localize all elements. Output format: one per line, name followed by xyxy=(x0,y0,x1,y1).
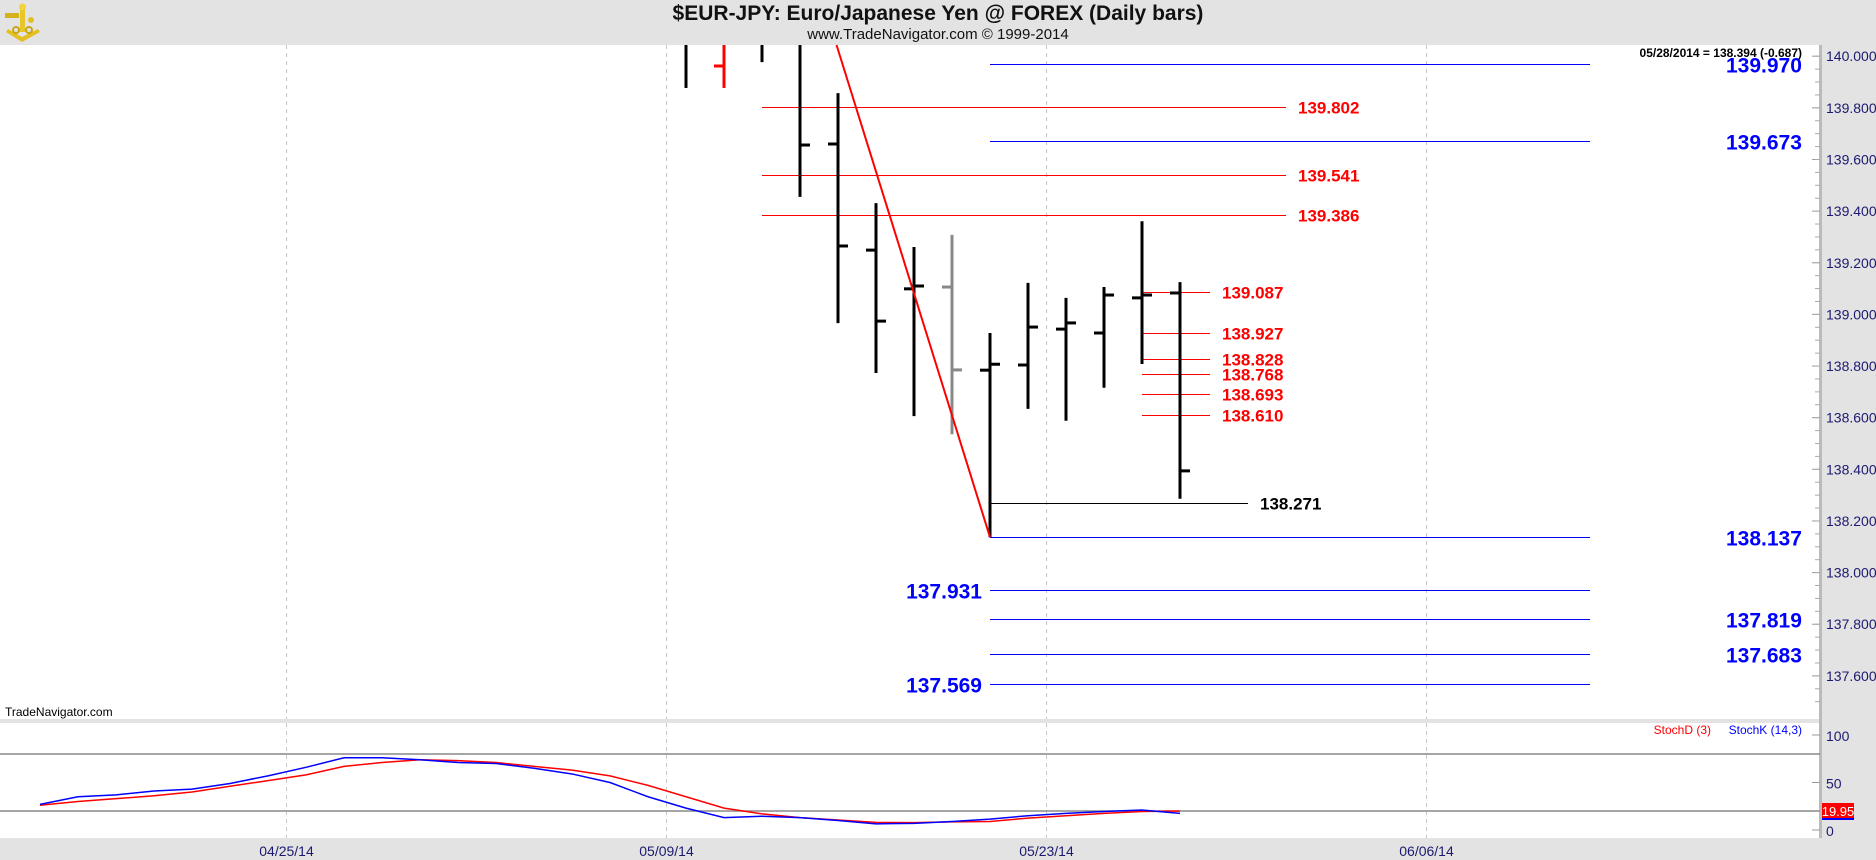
y-tick-label: 138.400 xyxy=(1826,461,1876,477)
y-tick-label: 139.800 xyxy=(1826,100,1876,116)
ohlc-bar xyxy=(942,234,962,435)
price-level-label: 138.137 xyxy=(1726,528,1802,551)
price-level-label: 138.693 xyxy=(1222,386,1283,405)
stoch-y-label: 0 xyxy=(1826,823,1834,839)
stoch-y-label: 100 xyxy=(1826,728,1850,744)
y-tick-label: 138.800 xyxy=(1826,358,1876,374)
y-tick-label: 138.000 xyxy=(1826,565,1876,581)
last-value-legend: 05/28/2014 = 138.394 (-0.687) xyxy=(1640,46,1802,60)
sextant-icon xyxy=(2,2,46,49)
price-level-label: 138.927 xyxy=(1222,325,1283,344)
ohlc-bar xyxy=(980,332,1000,538)
stoch-y-label: 50 xyxy=(1826,776,1842,792)
price-level-label: 139.541 xyxy=(1298,167,1359,186)
y-tick-label: 139.200 xyxy=(1826,255,1876,271)
ohlc-bar xyxy=(798,45,810,197)
price-level-label: 137.931 xyxy=(906,581,982,604)
y-tick-label: 138.200 xyxy=(1826,513,1876,529)
price-level-label: 139.802 xyxy=(1298,99,1359,118)
watermark: TradeNavigator.com xyxy=(5,705,113,719)
chart-subtitle: www.TradeNavigator.com © 1999-2014 xyxy=(807,26,1069,43)
chart-header: $EUR-JPY: Euro/Japanese Yen @ FOREX (Dai… xyxy=(0,0,1876,45)
y-tick-label: 137.800 xyxy=(1826,616,1876,632)
y-tick-label: 138.600 xyxy=(1826,410,1876,426)
ohlc-bar xyxy=(714,45,726,88)
price-level-label: 137.819 xyxy=(1726,610,1802,633)
ohlc-bar xyxy=(866,203,886,374)
y-tick-label: 140.000 xyxy=(1826,48,1876,64)
y-tick-label: 139.000 xyxy=(1826,306,1876,322)
price-level-label: 139.970 xyxy=(1726,55,1802,78)
trendline xyxy=(835,44,991,538)
x-tick-label: 05/09/14 xyxy=(639,843,694,859)
ohlc-bar xyxy=(1018,282,1038,409)
price-level-label: 139.386 xyxy=(1298,207,1359,226)
last-value-badge-text: 19.95 xyxy=(1822,804,1855,819)
y-tick-label: 139.400 xyxy=(1826,203,1876,219)
price-level-label: 138.271 xyxy=(1260,495,1321,514)
price-level-label: 137.569 xyxy=(906,675,982,698)
price-panel xyxy=(0,45,1820,719)
stoch-d-legend: StochD (3) xyxy=(1654,723,1711,737)
price-level-label: 138.768 xyxy=(1222,366,1283,385)
ohlc-bar xyxy=(1094,287,1114,388)
stoch-panel xyxy=(0,723,1820,838)
x-tick-label: 06/06/14 xyxy=(1399,843,1454,859)
price-level-label: 139.673 xyxy=(1726,132,1802,155)
x-tick-label: 05/23/14 xyxy=(1019,843,1074,859)
last-value-badge-underline xyxy=(1822,818,1854,820)
ohlc-bar xyxy=(1056,297,1076,421)
ohlc-bar xyxy=(1170,282,1190,499)
ohlc-bar xyxy=(1132,221,1152,364)
y-tick-label: 137.600 xyxy=(1826,668,1876,684)
ohlc-bar xyxy=(828,93,848,324)
x-tick-label: 04/25/14 xyxy=(259,843,314,859)
price-level-label: 138.828 xyxy=(1222,351,1283,370)
stoch-d-line xyxy=(39,758,1181,824)
chart-title: $EUR-JPY: Euro/Japanese Yen @ FOREX (Dai… xyxy=(672,2,1204,25)
price-level-label: 137.683 xyxy=(1726,645,1802,668)
price-level-label: 138.610 xyxy=(1222,407,1283,426)
last-value-badge xyxy=(1822,803,1854,819)
price-level-label: 139.087 xyxy=(1222,284,1283,303)
y-tick-label: 139.600 xyxy=(1826,151,1876,167)
stoch-k-line xyxy=(39,757,1181,825)
stoch-k-legend: StochK (14,3) xyxy=(1729,723,1802,737)
